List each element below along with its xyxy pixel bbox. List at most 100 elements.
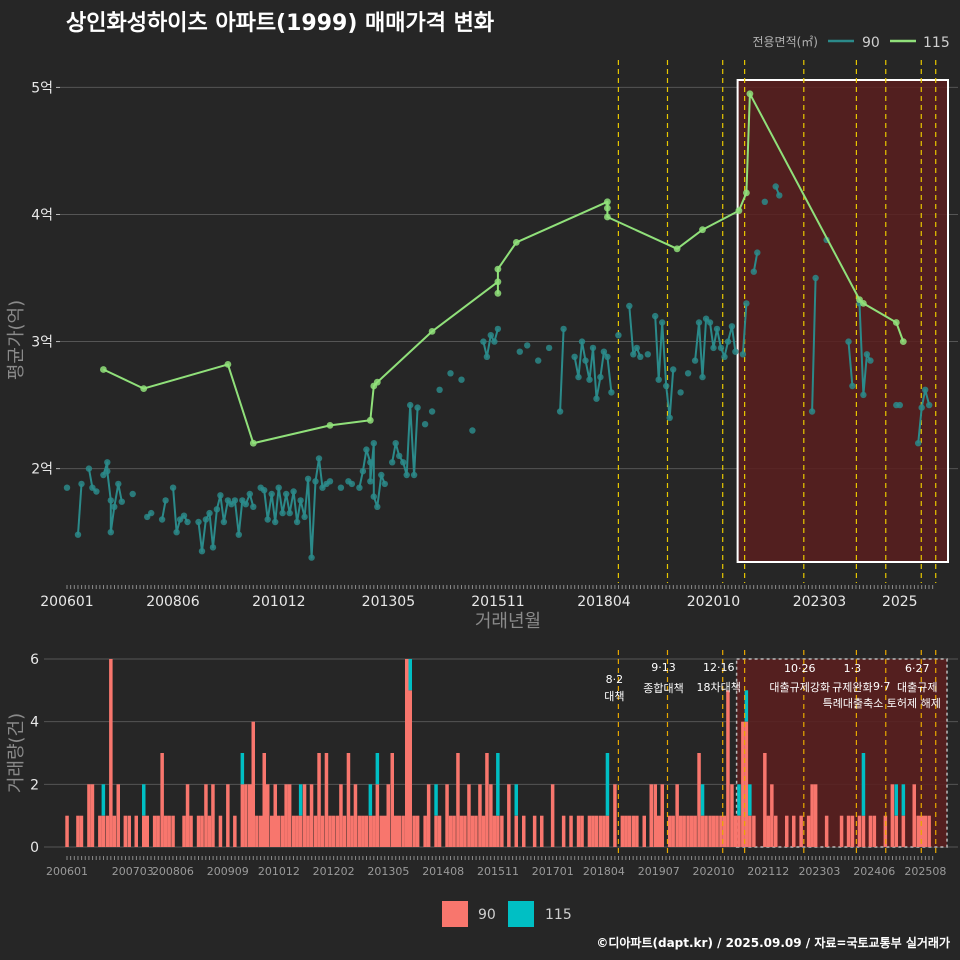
series-90-point bbox=[728, 323, 736, 330]
series-90-point bbox=[593, 395, 600, 402]
series-90-point bbox=[363, 446, 370, 453]
volume-bar-115 bbox=[901, 784, 906, 816]
series-90-point bbox=[494, 325, 502, 333]
series-90-point bbox=[173, 529, 180, 536]
volume-x-tick-label: 202303 bbox=[798, 865, 840, 878]
volume-bar-90 bbox=[496, 815, 500, 847]
price-y-tick-label: 4억 bbox=[31, 207, 53, 223]
volume-bar-90 bbox=[284, 784, 288, 847]
series-90-point bbox=[750, 268, 757, 275]
series-90-point bbox=[608, 389, 615, 396]
volume-bar-90 bbox=[189, 815, 193, 847]
volume-bar-90 bbox=[708, 815, 712, 847]
series-90-line bbox=[628, 305, 642, 358]
volume-bar-90 bbox=[255, 815, 259, 847]
volume-bar-90 bbox=[353, 784, 358, 847]
volume-bar-90 bbox=[470, 815, 475, 847]
volume-bar-90 bbox=[467, 784, 471, 847]
series-90-point bbox=[220, 518, 228, 526]
volume-bar-90 bbox=[492, 815, 497, 847]
volume-bar-90 bbox=[390, 753, 394, 847]
series-90-point bbox=[666, 414, 673, 421]
volume-bar-90 bbox=[309, 784, 314, 847]
series-90-point bbox=[896, 401, 903, 409]
series-115-point bbox=[892, 319, 900, 326]
volume-bar-90 bbox=[368, 815, 373, 847]
volume-bar-90 bbox=[660, 784, 664, 847]
policy-date-label: 8·2 bbox=[606, 673, 624, 686]
series-90-line bbox=[559, 328, 565, 412]
volume-bar-115 bbox=[101, 784, 106, 816]
volume-bar-115 bbox=[894, 784, 898, 816]
series-90-point bbox=[392, 440, 399, 447]
series-90-point bbox=[706, 319, 714, 326]
price-legend: 전용면적(㎡) 90 115 bbox=[752, 35, 949, 51]
series-90-point bbox=[74, 531, 82, 538]
volume-bar-90 bbox=[474, 815, 478, 847]
volume-bar-90 bbox=[766, 815, 771, 847]
highlight-period-box bbox=[736, 79, 949, 563]
series-90-point bbox=[217, 492, 224, 499]
series-115-point bbox=[604, 204, 611, 212]
series-115-point bbox=[100, 366, 107, 373]
series-90-point bbox=[104, 459, 111, 466]
series-90-point bbox=[235, 531, 242, 538]
series-90-point bbox=[367, 459, 374, 466]
volume-bar-90 bbox=[270, 815, 274, 847]
volume-bar-90 bbox=[722, 815, 727, 847]
volume-bar-90 bbox=[598, 815, 603, 847]
volume-panel: 0 2 4 6 8·2 대책 9·13 종합대책 12·16 18차대책 10·26 대출규제강화 1·… bbox=[30, 650, 958, 878]
series-90-point bbox=[469, 427, 476, 434]
volume-bar-90 bbox=[251, 721, 255, 847]
volume-bar-90 bbox=[152, 815, 157, 847]
volume-bar-90 bbox=[364, 815, 369, 847]
series-115-point bbox=[743, 189, 750, 197]
volume-bar-90 bbox=[642, 815, 646, 847]
series-90-point bbox=[246, 490, 253, 498]
volume-bar-90 bbox=[799, 815, 803, 847]
price-y-tick-label: 5억 bbox=[31, 80, 53, 96]
volume-bar-90 bbox=[266, 784, 270, 847]
volume-bar-90 bbox=[522, 815, 526, 847]
series-90-point bbox=[279, 509, 286, 517]
volume-bar-90 bbox=[485, 753, 489, 847]
series-90-point bbox=[491, 338, 498, 345]
series-90-point bbox=[118, 498, 126, 505]
volume-bar-90 bbox=[653, 784, 657, 847]
series-115-point bbox=[699, 226, 706, 234]
series-90-point bbox=[918, 404, 925, 411]
volume-x-tick-label: 201804 bbox=[583, 865, 625, 878]
volume-bar-90 bbox=[605, 815, 610, 847]
volume-bar-90 bbox=[372, 815, 376, 847]
volume-bar-90 bbox=[810, 784, 814, 847]
volume-bar-90 bbox=[711, 815, 716, 847]
series-90-point bbox=[162, 497, 169, 504]
series-90-point bbox=[604, 353, 611, 360]
volume-bar-90 bbox=[361, 815, 365, 847]
series-90-point bbox=[586, 376, 593, 383]
series-90-point bbox=[367, 478, 374, 485]
series-90-point bbox=[699, 373, 706, 381]
volume-bar-90 bbox=[233, 815, 237, 847]
series-90-point bbox=[677, 389, 684, 396]
series-90-point bbox=[261, 487, 268, 494]
series-115-point bbox=[224, 361, 232, 368]
series-90-point bbox=[85, 465, 93, 472]
series-90-point bbox=[315, 455, 323, 462]
volume-bar-90 bbox=[211, 784, 215, 847]
series-90-line bbox=[77, 483, 83, 535]
series-90-point bbox=[663, 382, 670, 390]
volume-bar-90 bbox=[448, 815, 453, 847]
volume-bar-90 bbox=[580, 815, 584, 847]
series-90-line bbox=[858, 303, 872, 396]
volume-x-tick-label: 201305 bbox=[367, 865, 409, 878]
volume-bar-90 bbox=[331, 815, 336, 847]
price-x-tick-label: 200806 bbox=[146, 594, 200, 610]
series-90-line bbox=[654, 316, 675, 419]
series-115-point bbox=[512, 239, 520, 246]
series-90-point bbox=[724, 338, 732, 345]
series-90-point bbox=[863, 351, 871, 358]
volume-bar-90 bbox=[774, 815, 778, 847]
footer-credit: ©디아파트(dapt.kr) / 2025.09.09 / 자료=국토교통부 실… bbox=[596, 935, 950, 950]
volume-bar-90 bbox=[901, 815, 906, 847]
